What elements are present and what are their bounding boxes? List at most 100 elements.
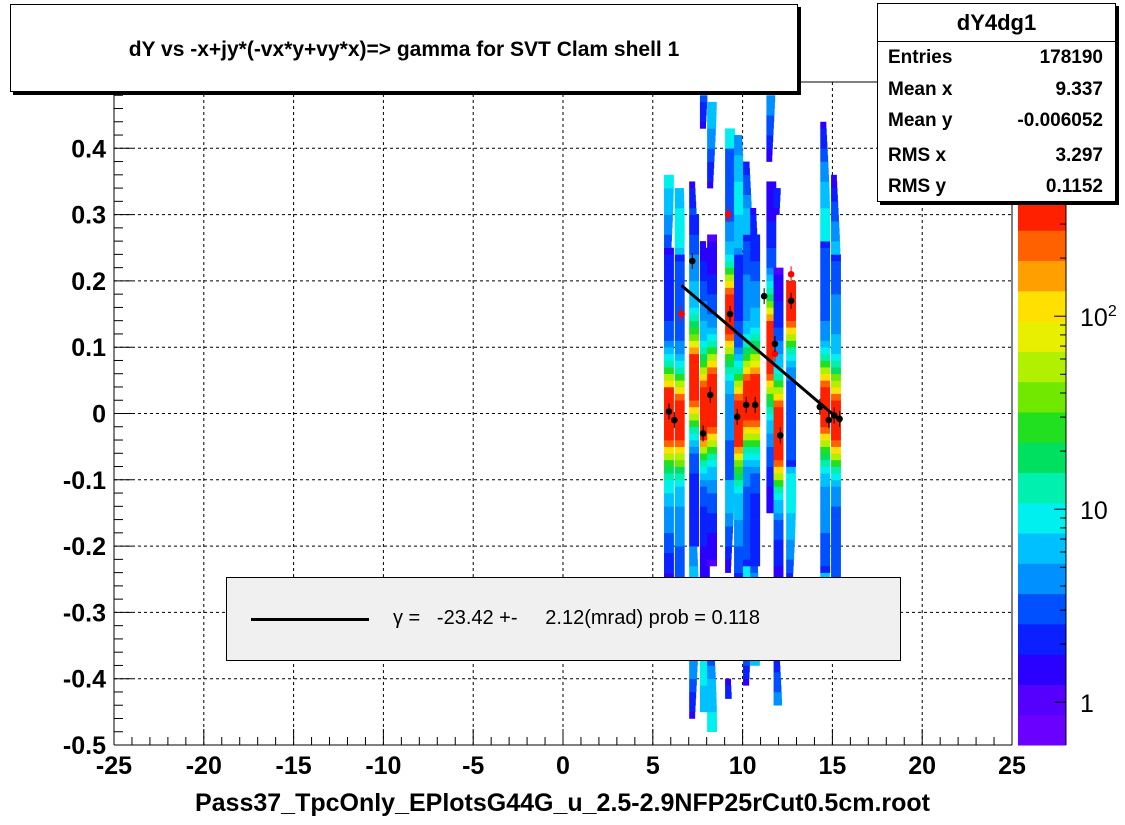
heatmap-bin xyxy=(725,453,735,461)
heatmap-bin xyxy=(786,506,796,514)
heatmap-bin xyxy=(734,320,744,328)
heatmap-bin xyxy=(773,512,784,520)
heatmap-bin xyxy=(699,274,710,282)
heatmap-bin xyxy=(766,254,777,262)
heatmap-bin xyxy=(664,373,674,381)
heatmap-bin xyxy=(820,188,830,196)
heatmap-bin xyxy=(699,121,707,129)
heatmap-bin xyxy=(750,327,761,335)
heatmap-bin xyxy=(699,386,710,394)
heatmap-bin xyxy=(707,267,718,275)
heatmap-bin xyxy=(773,188,781,196)
heatmap-bin xyxy=(725,367,735,375)
profile-point xyxy=(771,340,779,348)
heatmap-bin xyxy=(689,267,700,275)
stats-value: 3.297 xyxy=(1055,145,1103,166)
heatmap-bin xyxy=(725,168,735,176)
heatmap-bin xyxy=(766,274,777,282)
heatmap-bin xyxy=(699,665,710,673)
heatmap-bin xyxy=(831,287,841,295)
heatmap-bin xyxy=(664,353,674,361)
heatmap-bin xyxy=(773,327,784,335)
heatmap-bin xyxy=(734,559,744,567)
heatmap-column xyxy=(786,280,797,580)
heatmap-bin xyxy=(766,280,777,288)
heatmap-bin xyxy=(725,154,735,162)
heatmap-bin xyxy=(707,386,718,394)
heatmap-bin xyxy=(699,678,710,686)
heatmap-bin xyxy=(734,201,744,209)
heatmap-bin xyxy=(743,446,753,454)
heatmap-bin xyxy=(707,241,718,249)
heatmap-bin xyxy=(664,314,674,321)
heatmap-bin xyxy=(766,406,777,414)
heatmap-bin xyxy=(734,486,744,494)
heatmap-bin xyxy=(707,705,717,713)
heatmap-bin xyxy=(674,459,685,467)
heatmap-bin xyxy=(674,406,685,414)
heatmap-bin xyxy=(699,532,710,540)
heatmap-bin xyxy=(725,340,735,348)
heatmap-bin xyxy=(820,539,831,547)
heatmap-bin xyxy=(689,539,700,547)
heatmap-bin xyxy=(689,274,700,282)
heatmap-bin xyxy=(734,214,744,222)
heatmap-bin xyxy=(725,141,735,149)
heatmap-bin xyxy=(725,386,735,394)
heatmap-bin xyxy=(831,512,841,520)
heatmap-bin xyxy=(831,565,841,573)
heatmap-bin xyxy=(664,386,674,394)
x-tick-label: -25 xyxy=(96,752,132,780)
heatmap-bin xyxy=(707,287,718,295)
heatmap-bin xyxy=(725,300,735,308)
heatmap-bin xyxy=(674,426,685,434)
heatmap-bin xyxy=(699,108,707,116)
heatmap-bin xyxy=(707,446,718,454)
heatmap-bin xyxy=(699,333,710,341)
heatmap-bin xyxy=(743,519,753,527)
heatmap-bin xyxy=(750,314,761,321)
heatmap-bin xyxy=(699,539,710,547)
heatmap-bin xyxy=(766,267,777,275)
heatmap-bin xyxy=(750,227,758,235)
stats-key: Mean y xyxy=(888,110,953,131)
heatmap-bin xyxy=(750,347,761,355)
heatmap-bin xyxy=(750,446,761,454)
heatmap-bin xyxy=(689,486,700,494)
heatmap-bin xyxy=(689,466,700,474)
heatmap-bin xyxy=(725,241,735,249)
heatmap-bin xyxy=(699,459,710,467)
heatmap-bin xyxy=(707,718,717,726)
heatmap-bin xyxy=(750,459,761,467)
heatmap-bin xyxy=(773,565,784,573)
heatmap-bin xyxy=(734,135,743,142)
heatmap-bin xyxy=(831,506,841,514)
heatmap-bin xyxy=(707,665,716,673)
heatmap-bin xyxy=(766,413,777,421)
heatmap-bin xyxy=(820,466,831,474)
heatmap-bin xyxy=(725,493,735,500)
heatmap-bin xyxy=(689,241,700,249)
stats-key: Entries xyxy=(888,47,953,68)
palette-swatch xyxy=(1018,442,1066,473)
heatmap-bin xyxy=(743,572,753,580)
palette-swatch xyxy=(1018,381,1066,413)
heatmap-bin xyxy=(773,506,784,514)
heatmap-bin xyxy=(750,413,761,421)
heatmap-bin xyxy=(707,406,718,414)
heatmap-bin xyxy=(689,406,700,414)
heatmap-bin xyxy=(664,274,674,282)
heatmap-bin xyxy=(699,559,710,567)
heatmap-bin xyxy=(725,691,732,699)
heatmap-bin xyxy=(773,294,784,302)
heatmap-bin xyxy=(725,552,732,560)
heatmap-bin xyxy=(674,307,685,315)
heatmap-bin xyxy=(725,333,735,341)
heatmap-bin xyxy=(773,340,784,348)
heatmap-bin xyxy=(743,161,750,169)
heatmap-bin xyxy=(664,440,674,447)
palette-swatch xyxy=(1018,563,1066,595)
x-tick-label: 10 xyxy=(729,752,757,780)
heatmap-bin xyxy=(734,141,743,149)
heatmap-bin xyxy=(743,274,753,282)
